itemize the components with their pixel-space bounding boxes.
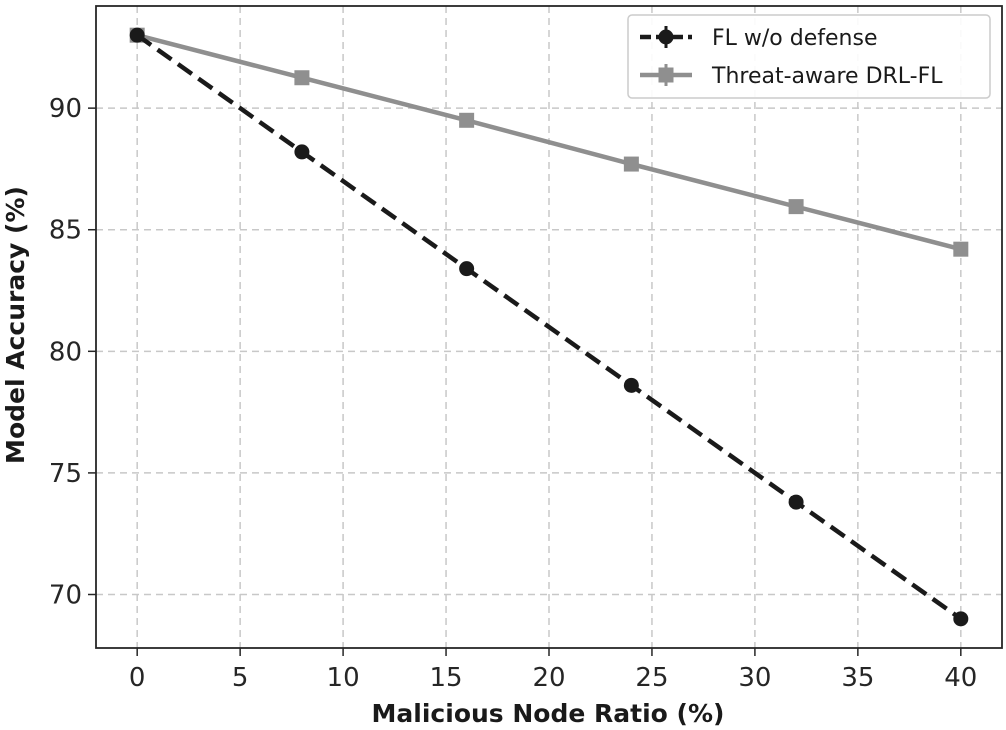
y-tick-label: 75 bbox=[49, 459, 82, 489]
grid-lines bbox=[96, 6, 1002, 648]
x-tick-label: 5 bbox=[232, 663, 249, 693]
x-tick-label: 25 bbox=[635, 663, 668, 693]
legend-box bbox=[627, 14, 991, 99]
y-tick-label: 70 bbox=[49, 581, 82, 611]
series-line-fl-w-o-defense bbox=[135, 33, 963, 621]
series-line-threat-aware-drl-fl bbox=[136, 33, 962, 252]
data-point bbox=[953, 241, 969, 257]
data-point bbox=[129, 27, 145, 43]
plot-series bbox=[129, 27, 969, 627]
legend-marker bbox=[658, 29, 674, 45]
data-point bbox=[788, 494, 804, 510]
series-fl-w-o-defense bbox=[129, 27, 969, 627]
x-tick-label: 0 bbox=[129, 663, 146, 693]
legend-label: FL w/o defense bbox=[712, 26, 877, 51]
series-threat-aware-drl-fl bbox=[129, 27, 969, 257]
data-point bbox=[294, 144, 310, 160]
legend-label: Threat-aware DRL-FL bbox=[711, 64, 943, 89]
y-tick-label: 90 bbox=[49, 94, 82, 124]
legend-marker bbox=[658, 67, 674, 83]
axis-ticks: 0 5 10 15 20 25 30 35 40 70 75 80 85 90 bbox=[49, 94, 977, 693]
x-tick-label: 15 bbox=[429, 663, 462, 693]
y-axis-label: Model Accuracy (%) bbox=[1, 186, 30, 464]
x-tick-label: 30 bbox=[738, 663, 771, 693]
data-point bbox=[623, 156, 639, 172]
y-tick-label: 80 bbox=[49, 337, 82, 367]
data-point bbox=[294, 70, 310, 86]
x-tick-label: 10 bbox=[327, 663, 360, 693]
data-point bbox=[788, 199, 804, 215]
y-tick-label: 85 bbox=[49, 216, 82, 246]
x-tick-label: 40 bbox=[944, 663, 977, 693]
x-tick-label: 20 bbox=[532, 663, 565, 693]
x-axis-label: Malicious Node Ratio (%) bbox=[372, 699, 725, 728]
data-point bbox=[623, 377, 639, 393]
x-tick-label: 35 bbox=[841, 663, 874, 693]
data-point bbox=[953, 611, 969, 627]
legend: FL w/o defense Threat-aware DRL-FL bbox=[627, 14, 991, 99]
data-point bbox=[459, 261, 475, 277]
data-point bbox=[459, 112, 475, 128]
